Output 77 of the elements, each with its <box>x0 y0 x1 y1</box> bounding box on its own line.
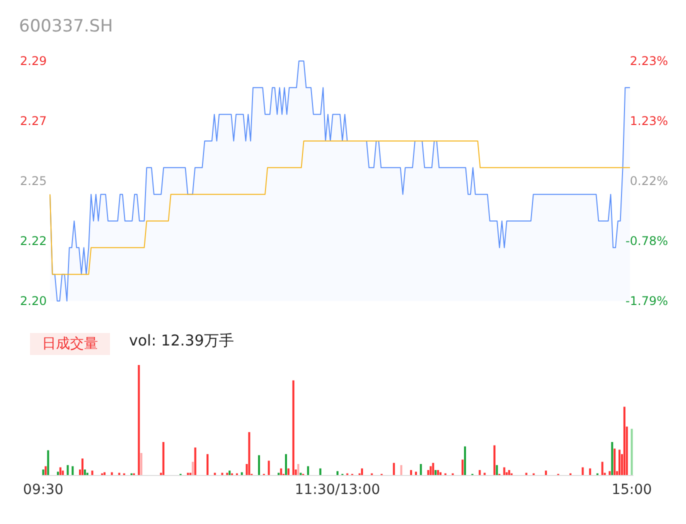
bar <box>410 470 412 475</box>
bar <box>361 468 364 475</box>
bar <box>248 432 250 475</box>
y2-tick-label: 1.23% <box>630 114 668 128</box>
bar <box>589 468 592 475</box>
y2-tick-label: -0.78% <box>626 234 668 248</box>
bar <box>400 465 402 475</box>
bar <box>287 468 290 475</box>
bar <box>307 466 310 475</box>
y2-tick-label: -1.79% <box>626 294 668 308</box>
bar <box>439 472 442 475</box>
bar <box>432 462 434 475</box>
bar <box>614 448 616 475</box>
bar <box>601 462 604 475</box>
bar <box>611 442 614 475</box>
bar <box>84 470 86 475</box>
bar <box>268 460 270 475</box>
bar <box>66 465 69 475</box>
bar <box>192 462 194 475</box>
x-tick-label: 09:30 <box>23 482 64 498</box>
bar <box>544 470 547 475</box>
bar <box>478 470 481 475</box>
bar <box>437 470 440 475</box>
bar <box>493 445 496 475</box>
bar <box>582 467 584 475</box>
bar <box>228 470 231 475</box>
bar <box>285 454 287 475</box>
text: vol: 12.39万手 <box>129 332 234 350</box>
y-tick-label: 2.25 <box>20 174 47 188</box>
bar <box>91 470 94 475</box>
bar <box>56 472 59 475</box>
bar <box>297 464 300 475</box>
bar <box>140 453 142 475</box>
bar <box>280 468 282 475</box>
bar <box>420 464 422 475</box>
bar <box>427 470 430 475</box>
bar <box>392 462 395 475</box>
bar <box>47 450 50 475</box>
bar <box>110 472 113 475</box>
y-tick-label: 2.29 <box>20 54 47 68</box>
bar <box>414 472 417 475</box>
bar <box>630 428 633 475</box>
text: 日成交量 <box>42 336 98 352</box>
bar <box>503 467 506 475</box>
bar <box>138 365 140 475</box>
y-tick-label: 2.22 <box>20 234 47 248</box>
bar <box>72 466 74 475</box>
bar <box>104 472 106 475</box>
bar <box>62 470 64 475</box>
bar <box>618 450 621 475</box>
bar <box>623 406 626 475</box>
bar <box>44 466 47 475</box>
bar <box>430 466 432 475</box>
y2-tick-label: 2.23% <box>630 54 668 68</box>
bar <box>464 446 466 475</box>
y2-tick-label: 0.22% <box>630 174 668 188</box>
chart-title: 600337.SH <box>19 16 113 36</box>
bar <box>496 465 498 475</box>
bar <box>206 454 209 475</box>
bar <box>508 470 510 475</box>
bar <box>319 468 322 475</box>
bar <box>336 471 338 475</box>
x-tick-label: 11:30/13:00 <box>294 482 380 498</box>
bar <box>258 455 260 475</box>
bar <box>434 470 437 475</box>
bar <box>194 448 196 475</box>
bar <box>162 442 164 475</box>
bar <box>292 380 294 475</box>
bar <box>608 471 611 475</box>
x-tick-label: 15:00 <box>612 482 652 498</box>
y-tick-label: 2.20 <box>20 294 47 308</box>
bar <box>81 458 84 475</box>
bar <box>42 470 44 475</box>
bar <box>240 472 243 475</box>
bar <box>462 460 464 475</box>
bar <box>59 467 62 475</box>
y-tick-label: 2.27 <box>20 114 47 128</box>
